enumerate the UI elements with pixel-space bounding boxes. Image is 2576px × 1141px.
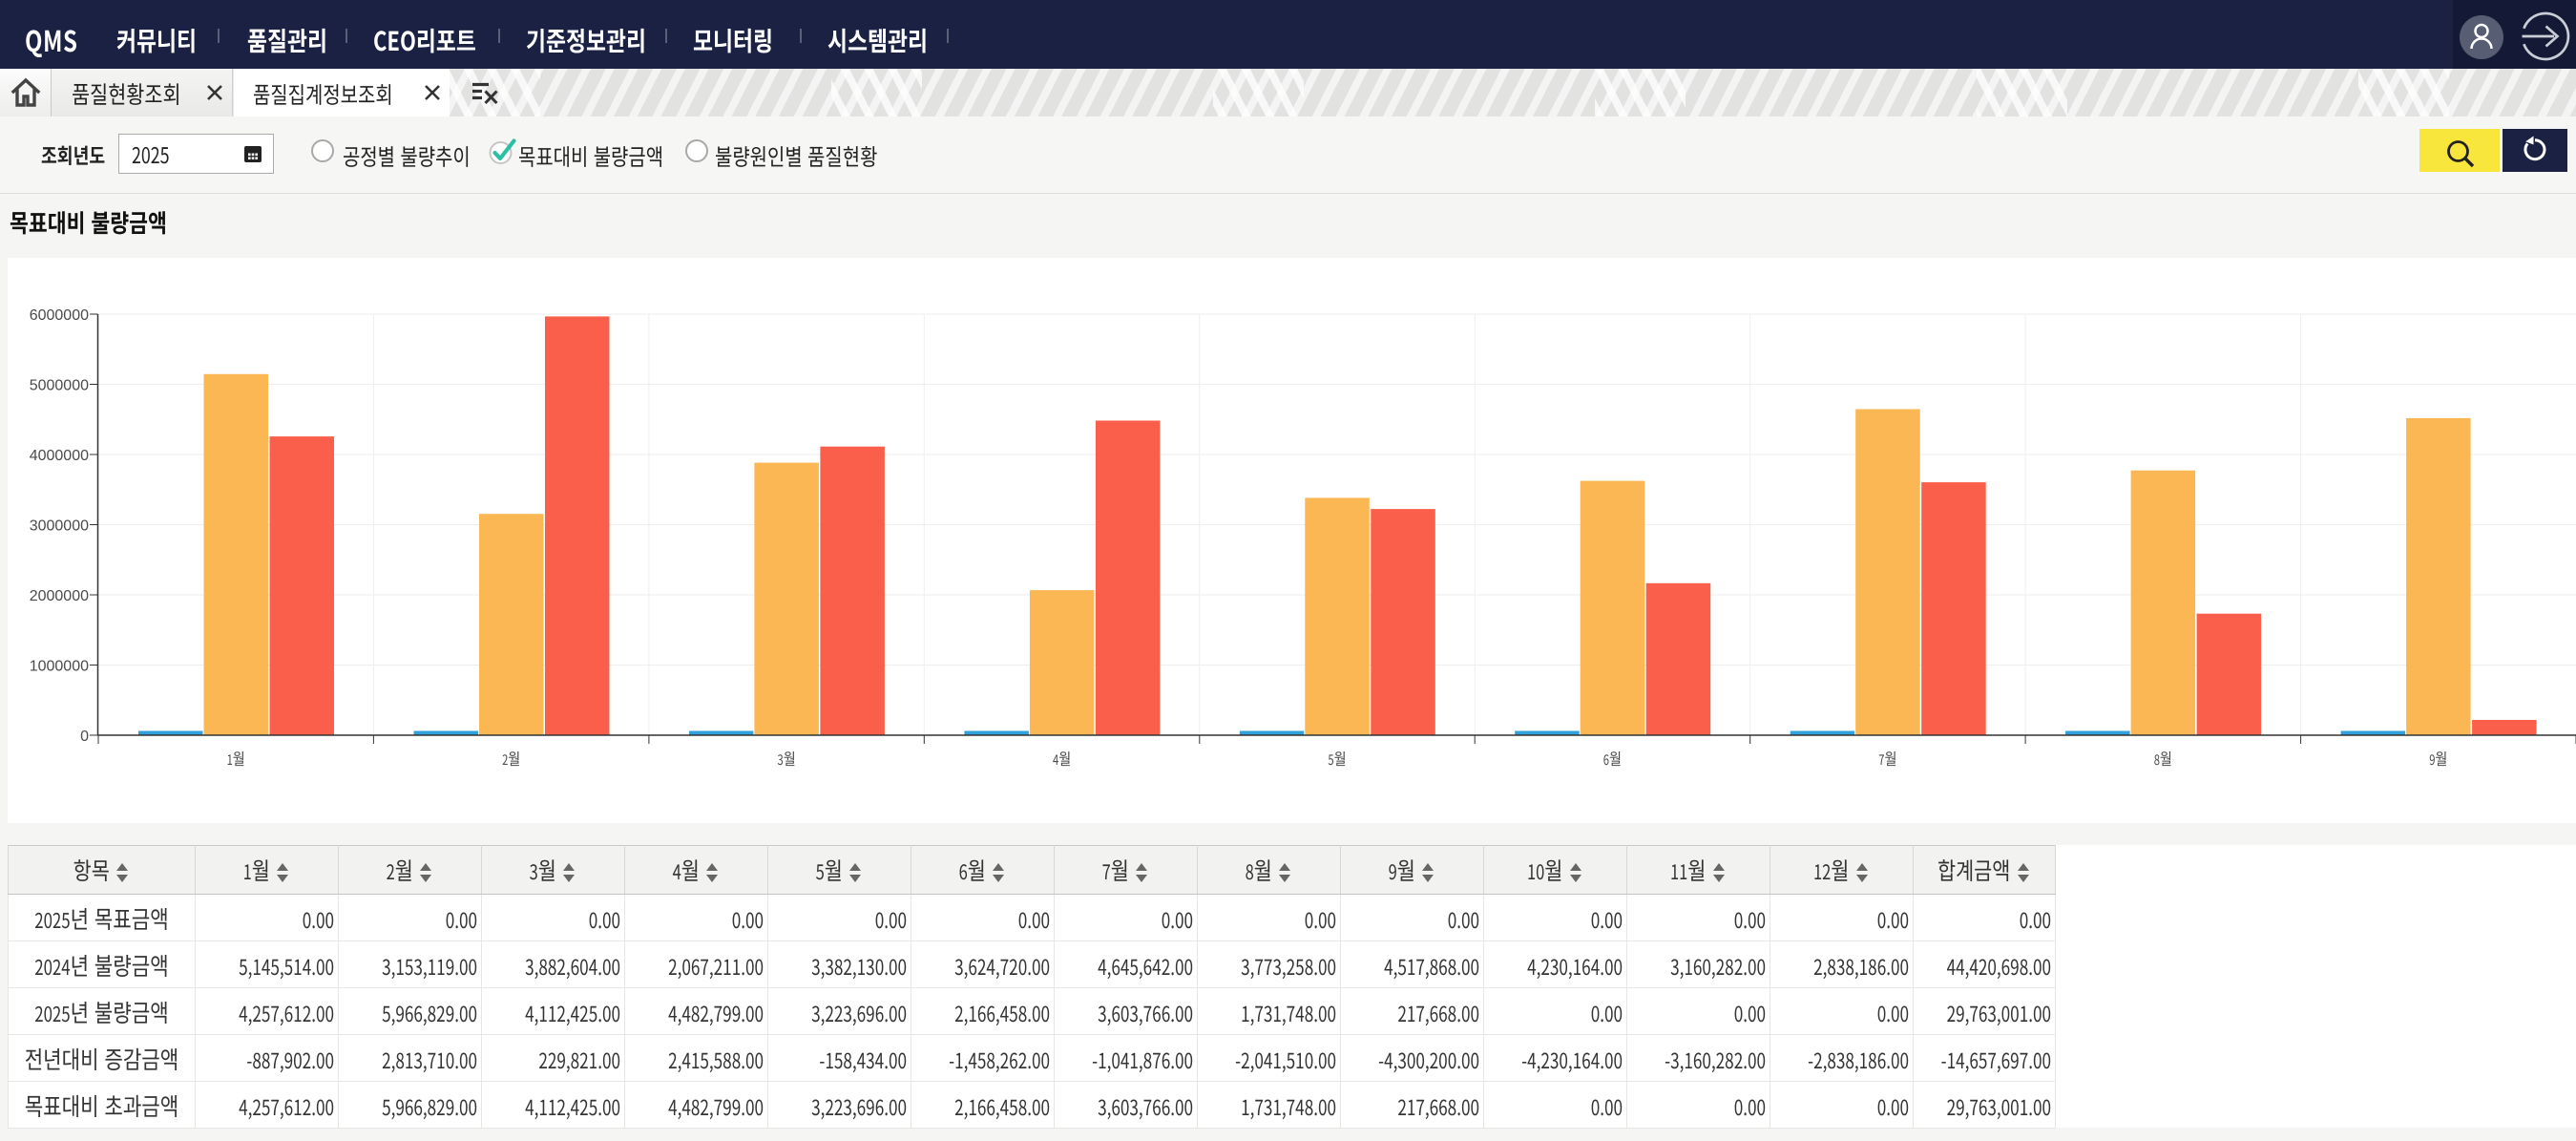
- svg-text:0: 0: [80, 729, 89, 745]
- svg-text:2월: 2월: [502, 746, 520, 770]
- svg-text:1월: 1월: [227, 746, 245, 770]
- svg-text:1000000: 1000000: [30, 659, 89, 675]
- svg-text:4000000: 4000000: [30, 448, 89, 464]
- svg-text:5월: 5월: [1328, 746, 1346, 770]
- svg-text:7월: 7월: [1878, 746, 1896, 770]
- svg-text:5000000: 5000000: [30, 378, 89, 394]
- svg-text:2000000: 2000000: [30, 588, 89, 604]
- svg-text:6000000: 6000000: [30, 307, 89, 324]
- svg-text:4월: 4월: [1053, 746, 1071, 770]
- svg-text:9월: 9월: [2429, 746, 2447, 770]
- svg-text:3000000: 3000000: [30, 518, 89, 535]
- svg-text:8월: 8월: [2154, 746, 2172, 770]
- svg-text:3월: 3월: [777, 746, 795, 770]
- svg-text:6월: 6월: [1603, 746, 1622, 770]
